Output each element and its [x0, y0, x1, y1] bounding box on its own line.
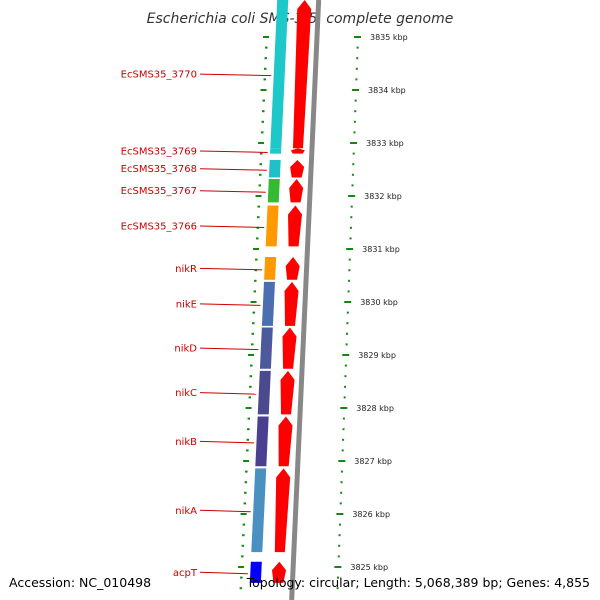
- cds-arrow-2: [290, 159, 305, 178]
- ruler-label-8: 3827 kbp: [354, 457, 392, 466]
- cds-arrow-4: [288, 205, 303, 247]
- gene-block-10: [251, 468, 267, 553]
- cds-arrow-1: [290, 148, 305, 154]
- gene-leader-line-1: [199, 150, 268, 153]
- gene-label-4: EcSMS35_3766: [121, 221, 197, 232]
- gene-leader-line-2: [199, 168, 267, 171]
- gene-block-6: [261, 281, 275, 326]
- gene-block-1: [270, 148, 282, 154]
- ruler-label-4: 3831 kbp: [362, 245, 400, 254]
- gene-label-8: nikC: [175, 388, 197, 399]
- cds-arrow-11: [272, 561, 287, 583]
- backbone-layer: [289, 0, 322, 600]
- ruler-label-2: 3833 kbp: [366, 139, 404, 148]
- gene-leader-line-7: [199, 347, 259, 351]
- gene-label-0: EcSMS35_3770: [121, 70, 197, 81]
- gene-block-7: [259, 327, 273, 369]
- gene-leader-line-10: [199, 509, 251, 513]
- cds-arrow-0: [292, 0, 312, 149]
- ruler-label-0: 3835 kbp: [370, 33, 408, 42]
- gene-label-6: nikE: [176, 299, 197, 310]
- gene-leader-line-4: [199, 225, 265, 228]
- gene-label-1: EcSMS35_3769: [121, 146, 197, 157]
- gene-block-9: [255, 416, 269, 467]
- gene-leader-line-11: [199, 571, 248, 575]
- ruler-label-6: 3829 kbp: [358, 351, 396, 360]
- gene-label-11: acpT: [173, 568, 198, 579]
- gene-block-8: [257, 370, 271, 415]
- gene-label-5: nikR: [175, 264, 197, 275]
- cds-arrow-3: [289, 179, 304, 203]
- gene-label-2: EcSMS35_3768: [121, 164, 197, 175]
- gene-layer: [249, 0, 289, 583]
- gene-label-9: nikB: [175, 437, 197, 448]
- gene-block-4: [265, 205, 279, 247]
- cds-arrow-5: [285, 256, 300, 280]
- gene-label-3: EcSMS35_3767: [121, 186, 197, 197]
- ruler-label-5: 3830 kbp: [360, 298, 398, 307]
- gene-block-0: [270, 0, 289, 149]
- gene-leader-line-5: [199, 267, 263, 271]
- gene-block-3: [267, 179, 280, 203]
- gene-label-layer: EcSMS35_3770 EcSMS35_3769 EcSMS35_3768 EcSM…: [121, 70, 272, 579]
- backbone-line: [289, 0, 322, 600]
- gene-leader-line-0: [199, 73, 272, 77]
- ruler-label-3: 3832 kbp: [364, 192, 402, 201]
- gene-leader-line-3: [199, 190, 266, 193]
- gene-leader-line-6: [199, 303, 261, 306]
- gene-leader-line-9: [199, 440, 255, 444]
- gene-block-11: [249, 561, 262, 583]
- gene-block-2: [268, 159, 281, 178]
- cds-arrow-10: [274, 468, 291, 553]
- forward-cds-layer: [272, 0, 312, 583]
- topology-text: Topology: circular; Length: 5,068,389 bp…: [246, 575, 590, 590]
- gene-label-10: nikA: [175, 506, 197, 517]
- accession-text: Accession: NC_010498: [9, 575, 152, 590]
- ruler-layer: 3835 kbp 3834 kbp 3833 kbp 3832 kbp 3831 kbp…: [334, 33, 408, 590]
- gene-label-7: nikD: [174, 344, 197, 355]
- cds-arrow-9: [278, 416, 293, 467]
- ruler-label-7: 3828 kbp: [356, 404, 394, 413]
- cds-arrow-8: [280, 370, 295, 415]
- ruler-label-1: 3834 kbp: [368, 86, 406, 95]
- cds-arrow-7: [282, 327, 297, 369]
- gene-block-5: [264, 256, 277, 280]
- gene-leader-line-8: [199, 392, 257, 395]
- ruler-label-9: 3826 kbp: [352, 510, 390, 519]
- cds-arrow-6: [284, 281, 299, 326]
- ruler-label-10: 3825 kbp: [350, 563, 388, 572]
